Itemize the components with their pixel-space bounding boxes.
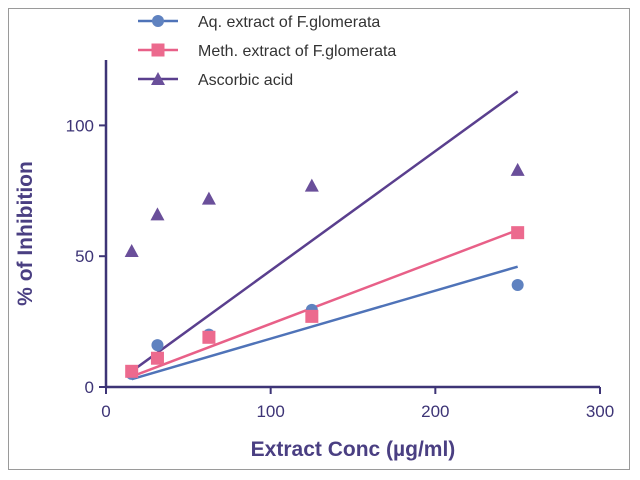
fit-line-series-2 [131, 228, 519, 378]
y-tick-label: 50 [75, 247, 94, 266]
legend-marker-2 [151, 43, 165, 57]
legend-marker-3 [151, 72, 165, 85]
data-point-series-2 [511, 226, 525, 240]
legend-label-3: Ascorbic acid [198, 72, 293, 89]
fit-line-series-1 [131, 265, 519, 381]
data-point-series-2 [125, 364, 139, 378]
data-point-series-2 [150, 351, 164, 365]
data-point-series-1 [511, 278, 524, 291]
legend-label-1: Aq. extract of F.glomerata [198, 14, 380, 31]
legend-label-2: Meth. extract of F.glomerata [198, 43, 396, 60]
data-point-series-3 [124, 243, 139, 257]
fit-lines [130, 90, 519, 381]
chart-frame [8, 8, 630, 470]
data-point-series-3 [304, 178, 319, 192]
y-tick-label: 100 [66, 116, 94, 135]
data-point-series-2 [305, 309, 319, 323]
data-point-series-2 [202, 330, 216, 344]
data-point-series-1 [151, 339, 164, 352]
x-axis-title: Extract Conc (µg/ml) [251, 438, 456, 461]
legend-marker-1 [152, 15, 164, 27]
fit-line-series-3 [130, 90, 519, 373]
y-axis-title: % of Inhibition [14, 161, 37, 306]
x-tick-label: 300 [586, 402, 614, 421]
y-tick-label: 0 [85, 378, 94, 397]
x-tick-label: 0 [101, 402, 110, 421]
legend: Aq. extract of F.glomerata Meth. extract … [138, 14, 396, 89]
axes: 0 100 200 300 0 50 100 [66, 60, 614, 421]
data-point-series-3 [201, 191, 216, 205]
x-tick-label: 200 [421, 402, 449, 421]
data-markers [124, 162, 525, 380]
x-tick-label: 100 [256, 402, 284, 421]
data-point-series-3 [510, 162, 525, 176]
data-point-series-3 [150, 207, 165, 221]
